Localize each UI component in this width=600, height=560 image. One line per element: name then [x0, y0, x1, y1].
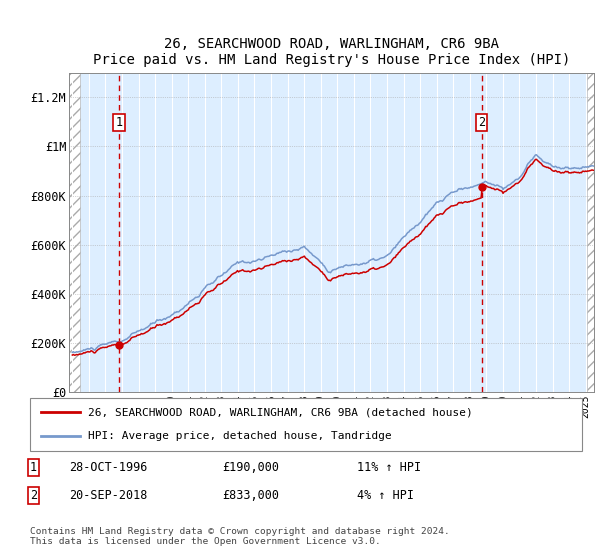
Text: 28-OCT-1996: 28-OCT-1996 [69, 461, 148, 474]
Text: 26, SEARCHWOOD ROAD, WARLINGHAM, CR6 9BA (detached house): 26, SEARCHWOOD ROAD, WARLINGHAM, CR6 9BA… [88, 408, 473, 418]
Polygon shape [69, 73, 80, 392]
Text: 2: 2 [30, 489, 37, 502]
Text: HPI: Average price, detached house, Tandridge: HPI: Average price, detached house, Tand… [88, 431, 392, 441]
Text: 2: 2 [478, 116, 485, 129]
Title: 26, SEARCHWOOD ROAD, WARLINGHAM, CR6 9BA
Price paid vs. HM Land Registry's House: 26, SEARCHWOOD ROAD, WARLINGHAM, CR6 9BA… [93, 38, 570, 67]
FancyBboxPatch shape [30, 398, 582, 451]
Text: 20-SEP-2018: 20-SEP-2018 [69, 489, 148, 502]
Text: £190,000: £190,000 [222, 461, 279, 474]
Text: 4% ↑ HPI: 4% ↑ HPI [357, 489, 414, 502]
Polygon shape [587, 73, 594, 392]
Text: £833,000: £833,000 [222, 489, 279, 502]
Text: 1: 1 [116, 116, 123, 129]
Text: Contains HM Land Registry data © Crown copyright and database right 2024.
This d: Contains HM Land Registry data © Crown c… [30, 526, 450, 546]
Text: 11% ↑ HPI: 11% ↑ HPI [357, 461, 421, 474]
Text: 1: 1 [30, 461, 37, 474]
